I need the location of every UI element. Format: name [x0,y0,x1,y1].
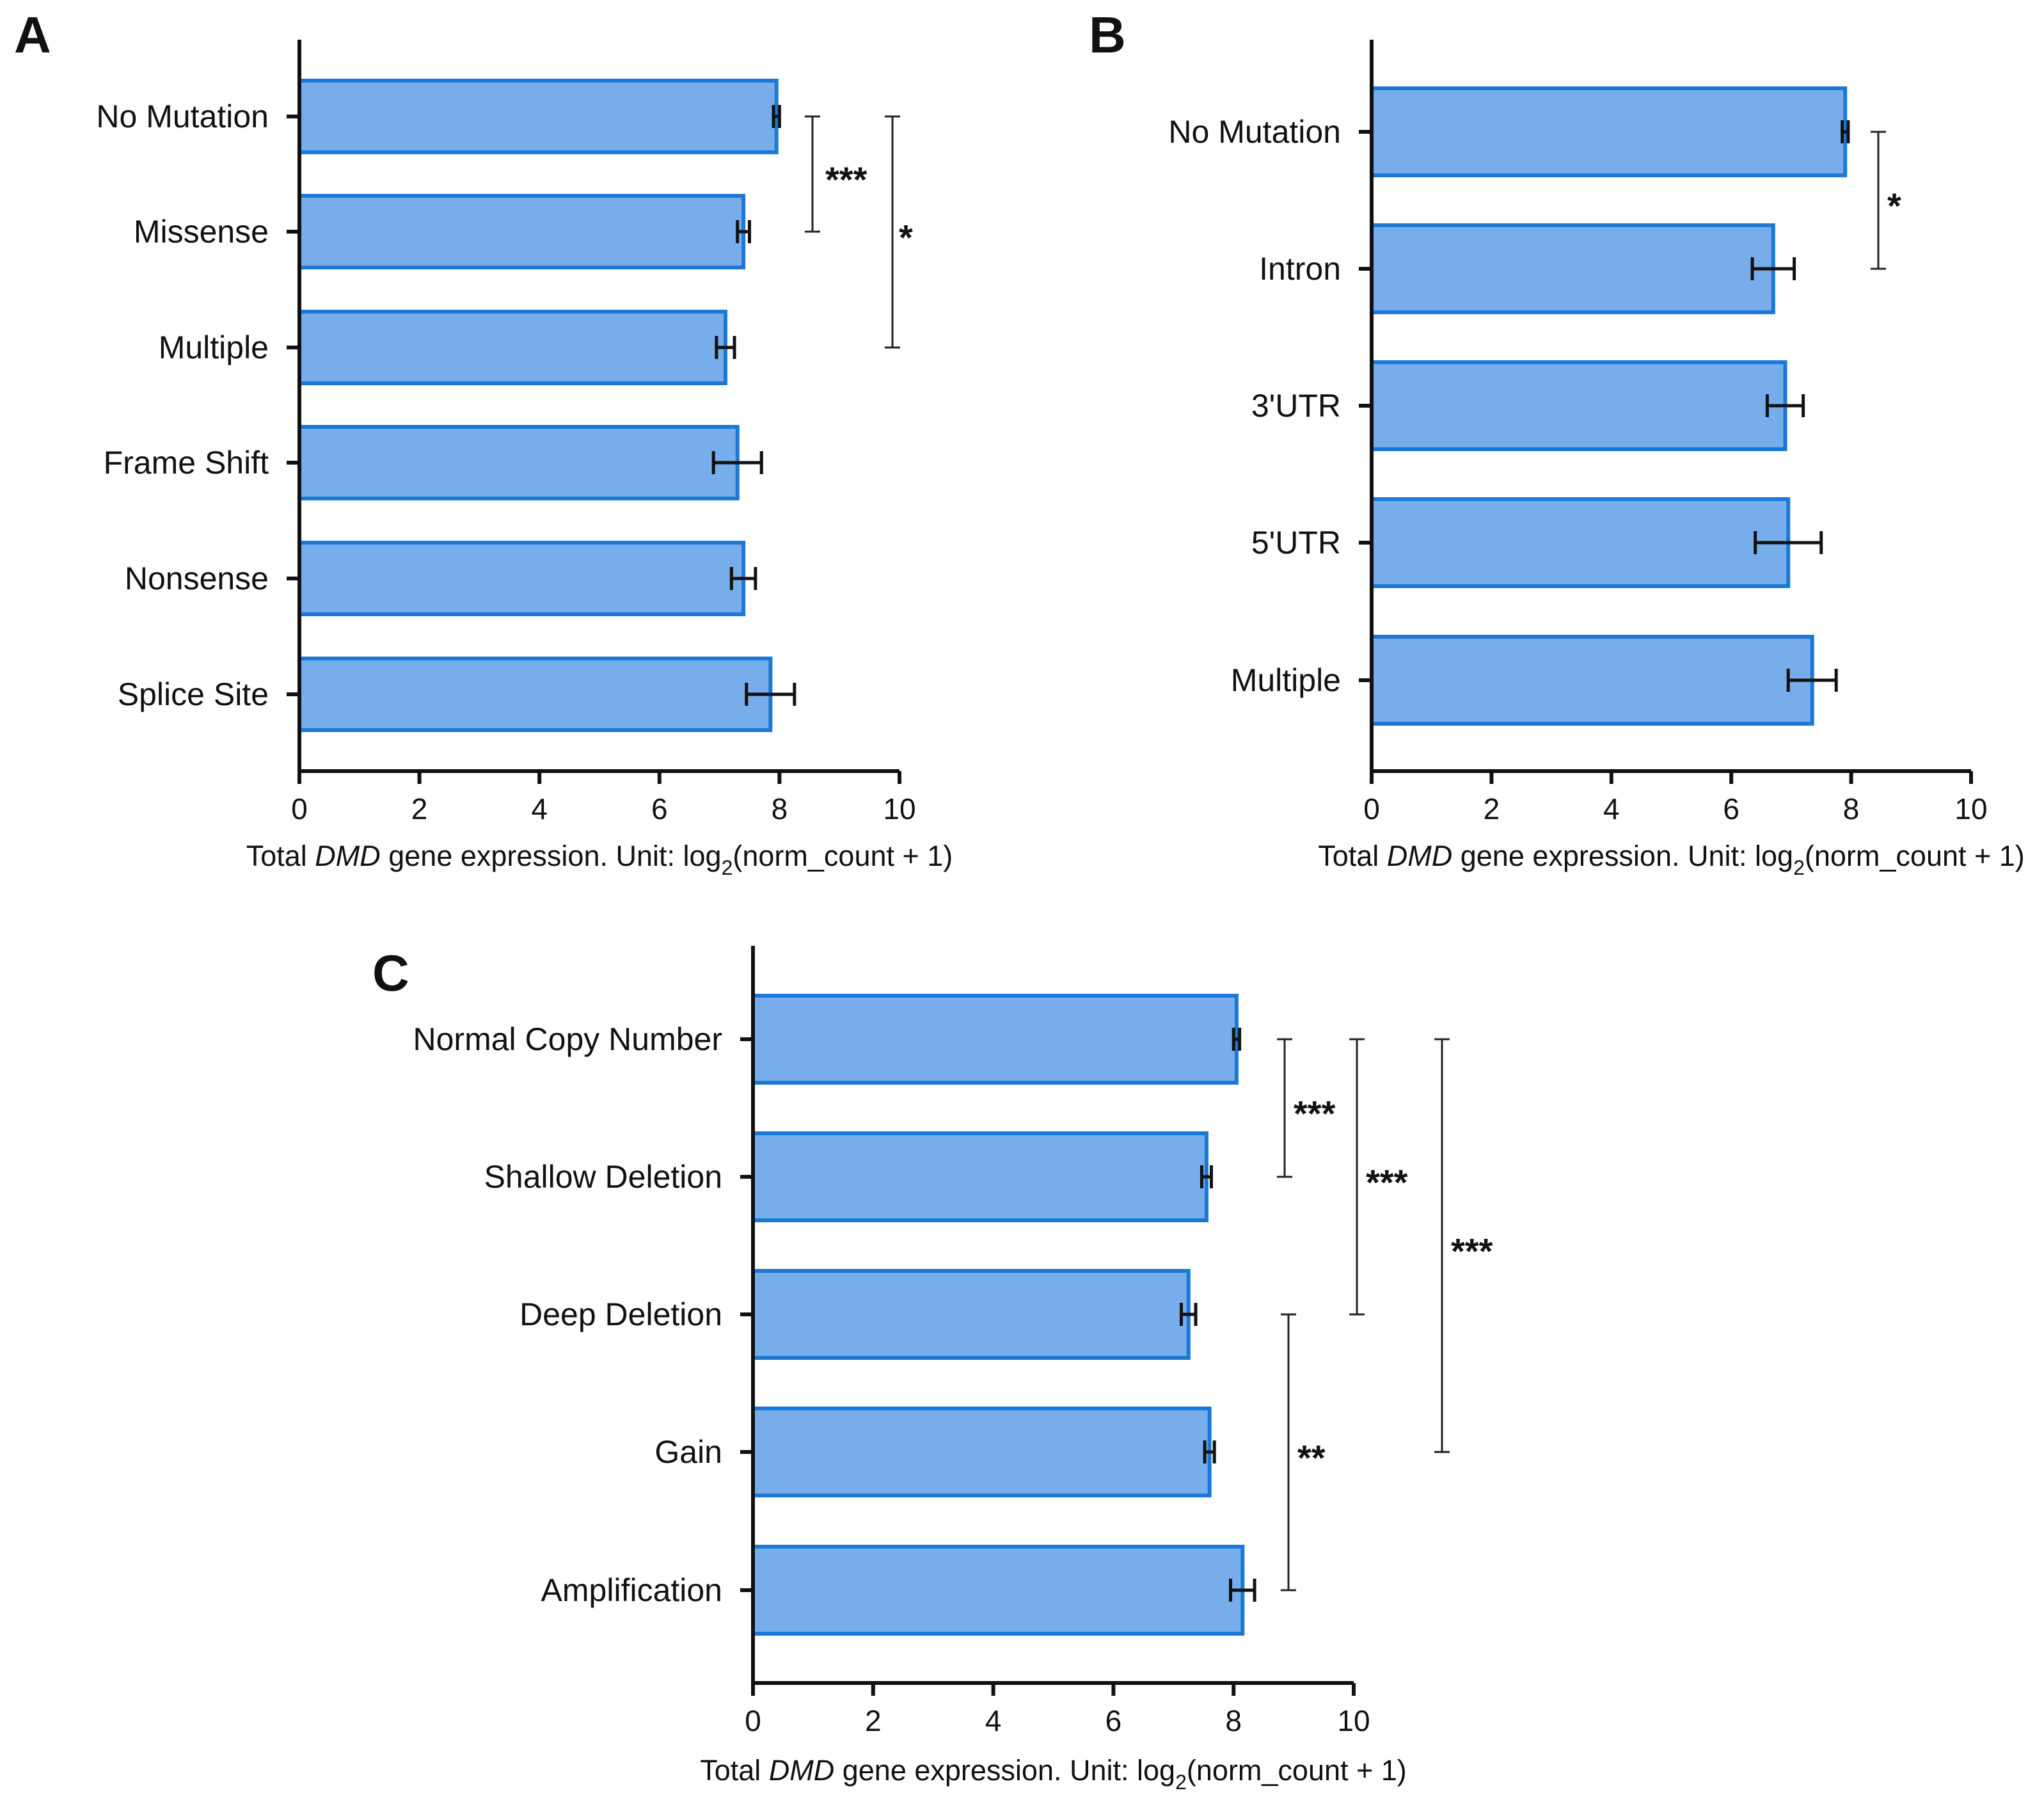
error-bar [772,105,781,128]
category-label: Nonsense [125,561,269,596]
significance-label: *** [1451,1231,1493,1272]
x-tick-label: 2 [1484,792,1500,825]
x-tick-label: 6 [1723,792,1739,825]
error-bar [1841,120,1850,143]
category-label: Multiple [159,330,269,365]
panel-letter: A [14,6,51,63]
bar [1370,223,1775,314]
bar [1370,360,1787,451]
error-bar [711,451,763,474]
bar [1370,86,1848,177]
category-label: Multiple [1231,662,1341,698]
error-bar [736,220,751,243]
bar [751,1545,1245,1636]
panel-b: B No Mutation Intron 3'UTR 5'UTR Multiple 0 2 4 6… [1089,6,2025,879]
significance-bracket [1281,1313,1296,1591]
bar [751,994,1239,1085]
x-axis-label: Total DMD gene expression. Unit: log2(no… [1318,840,2025,879]
bar [751,1407,1212,1497]
significance-label: *** [1294,1094,1336,1134]
error-bar [1229,1579,1256,1602]
significance-label: ** [1297,1438,1326,1478]
bar [297,541,746,616]
category-label: 5'UTR [1251,525,1341,561]
category-label: Amplification [541,1572,722,1608]
significance-label: *** [825,159,868,200]
x-tick-label: 8 [1225,1704,1242,1737]
error-bar [1786,669,1838,692]
error-bar [1754,531,1823,554]
x-tick-label: 10 [1337,1704,1370,1737]
x-tick-label: 0 [745,1704,761,1737]
x-tick-label: 6 [1105,1704,1122,1737]
error-bar [1180,1303,1198,1326]
panel-letter: B [1089,6,1126,63]
error-bar [1750,257,1796,280]
category-label: Frame Shift [104,445,269,481]
bar [297,194,746,269]
bar [297,657,773,732]
significance-bracket [885,115,900,349]
error-bar [1232,1028,1242,1051]
category-label: Gain [654,1434,722,1470]
x-tick-label: 2 [411,792,428,825]
category-label: 3'UTR [1251,388,1341,424]
significance-bracket [1277,1038,1292,1178]
category-label: No Mutation [1168,114,1341,150]
x-tick-label: 8 [1843,792,1860,825]
error-bar [729,567,757,590]
category-label: Deep Deletion [519,1296,722,1332]
x-tick-label: 10 [1954,792,1987,825]
x-tick-label: 4 [1603,792,1620,825]
error-bar [1765,394,1805,417]
bar [297,79,779,154]
significance-bracket [1871,131,1886,270]
significance-label: * [1887,186,1901,226]
category-label: Intron [1259,251,1341,287]
category-label: Normal Copy Number [413,1021,722,1057]
category-label: Shallow Deletion [484,1159,722,1195]
x-tick-label: 0 [1363,792,1380,825]
x-tick-label: 6 [651,792,668,825]
panel-a: A No Mutation Missense Multiple Frame Shift N… [14,6,953,879]
panel-letter: C [372,945,409,1001]
bar [751,1269,1191,1360]
significance-bracket [1349,1038,1365,1316]
x-tick-label: 8 [772,792,788,825]
significance-bracket [805,115,820,233]
significance-label: *** [1366,1162,1408,1202]
x-tick-label: 2 [865,1704,882,1737]
error-bar [1200,1165,1213,1188]
significance-bracket [1434,1038,1450,1453]
bar [751,1131,1208,1222]
error-bar [715,336,736,359]
category-label: Splice Site [118,676,269,712]
category-label: Missense [134,214,269,250]
category-label: No Mutation [96,99,269,134]
significance-label: * [899,218,913,258]
x-axis-label: Total DMD gene expression. Unit: log2(no… [700,1754,1407,1794]
error-bar [745,683,796,706]
x-tick-label: 4 [531,792,548,825]
x-tick-label: 10 [883,792,915,825]
bar [1370,497,1791,588]
bar [297,425,740,500]
bar [1370,635,1814,726]
x-axis-label: Total DMD gene expression. Unit: log2(no… [246,840,953,879]
x-tick-label: 4 [985,1704,1002,1737]
bar [297,310,727,385]
error-bar [1203,1440,1216,1463]
x-tick-label: 0 [291,792,308,825]
